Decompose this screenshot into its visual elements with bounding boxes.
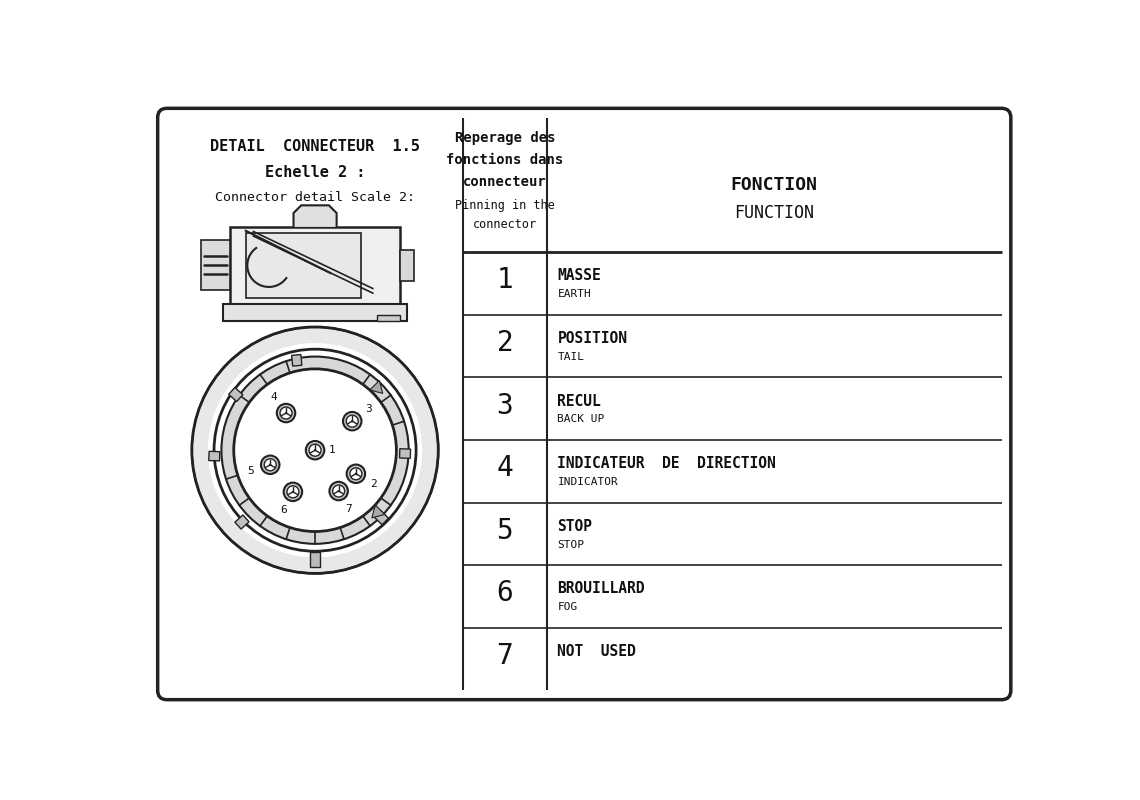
Circle shape [264,458,276,470]
Circle shape [329,482,348,500]
Text: Echelle 2 :: Echelle 2 : [264,166,365,180]
Text: INDICATOR: INDICATOR [557,477,618,487]
Circle shape [269,464,271,466]
Circle shape [234,369,397,531]
Text: 6: 6 [497,579,513,607]
Circle shape [277,404,295,422]
Circle shape [355,473,357,475]
Text: fonctions dans: fonctions dans [447,153,563,167]
Bar [310,552,320,567]
Circle shape [261,455,279,474]
Text: Pinning in the: Pinning in the [455,199,555,212]
Text: 5: 5 [497,517,513,545]
Bar [399,449,410,458]
Circle shape [333,485,344,497]
Circle shape [347,415,358,427]
Circle shape [347,465,365,483]
Bar [246,233,361,298]
Bar [201,240,230,290]
Circle shape [306,441,324,459]
Circle shape [207,343,422,558]
Text: EARTH: EARTH [557,290,592,299]
Polygon shape [301,502,329,514]
Text: FOG: FOG [557,602,578,612]
Bar [235,515,249,529]
Circle shape [337,490,340,492]
Text: BACK UP: BACK UP [557,414,604,425]
Bar [374,510,389,525]
Bar [292,354,302,366]
Text: Reperage des: Reperage des [455,131,555,146]
Circle shape [343,412,361,430]
Text: 3: 3 [365,404,372,414]
Circle shape [309,444,321,456]
Bar [376,314,400,321]
Text: FONCTION: FONCTION [731,176,817,194]
Bar [230,227,400,304]
Text: 1: 1 [497,266,513,294]
Text: DETAIL  CONNECTEUR  1.5: DETAIL CONNECTEUR 1.5 [210,139,420,154]
Circle shape [280,407,292,419]
Text: TAIL: TAIL [557,352,585,362]
Text: 1: 1 [329,445,335,455]
Text: 5: 5 [247,466,254,476]
Circle shape [221,357,409,544]
Text: STOP: STOP [557,518,593,534]
Text: BROUILLARD: BROUILLARD [557,582,645,596]
Text: POSITION: POSITION [557,331,627,346]
Text: 3: 3 [497,392,513,420]
Text: 4: 4 [270,392,277,402]
Text: NOT  USED: NOT USED [557,644,636,659]
Text: FUNCTION: FUNCTION [734,204,814,222]
Text: connecteur: connecteur [463,174,547,189]
Circle shape [350,468,361,480]
Text: 6: 6 [280,505,287,514]
Bar [222,304,407,321]
Bar [400,250,414,281]
Text: MASSE: MASSE [557,268,601,283]
Text: RECUL: RECUL [557,394,601,409]
Text: INDICATEUR  DE  DIRECTION: INDICATEUR DE DIRECTION [557,456,776,471]
Circle shape [351,420,353,422]
Text: 2: 2 [370,479,377,489]
Text: STOP: STOP [557,540,585,550]
Text: 2: 2 [497,329,513,357]
Text: 4: 4 [497,454,513,482]
Circle shape [285,412,287,414]
FancyBboxPatch shape [157,108,1011,700]
Text: Connector detail Scale 2:: Connector detail Scale 2: [215,191,415,205]
Bar [209,451,220,461]
Polygon shape [293,206,336,227]
Circle shape [192,327,438,574]
Circle shape [292,490,294,493]
Circle shape [314,449,316,451]
Bar [229,387,243,402]
Text: connector: connector [473,218,537,230]
Circle shape [284,482,302,501]
Text: 7: 7 [497,642,513,670]
Text: 7: 7 [345,504,352,514]
Circle shape [214,349,416,551]
Circle shape [287,486,299,498]
